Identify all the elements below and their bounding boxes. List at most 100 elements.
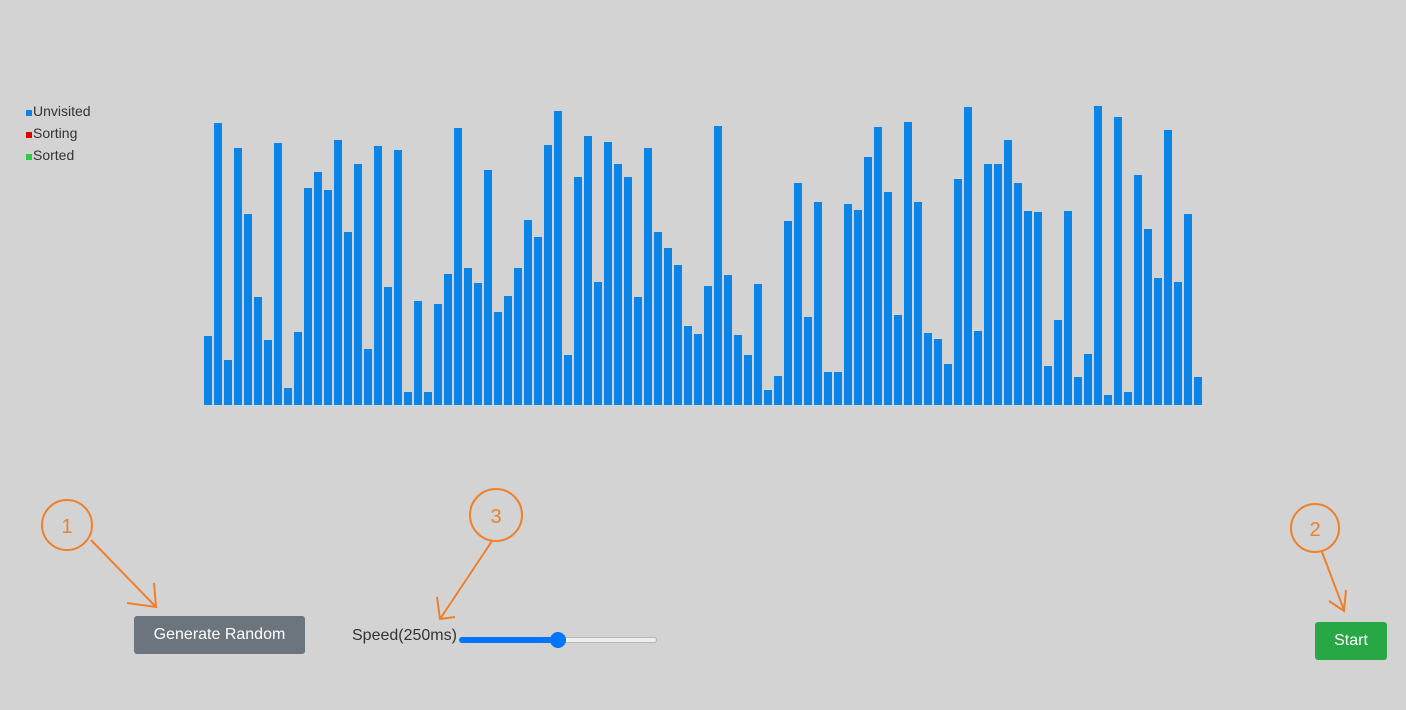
annotation-arrow-2 (1321, 551, 1345, 611)
bar-90 (1104, 395, 1112, 405)
speed-slider-fill (458, 637, 558, 643)
bar-13 (334, 140, 342, 405)
bar-12 (324, 190, 332, 405)
bar-48 (684, 326, 692, 405)
bar-73 (934, 339, 942, 405)
annotation-arrowhead-3 (436, 596, 456, 621)
annotation-circle-1 (41, 499, 93, 551)
bar-16 (364, 349, 372, 405)
speed-label: Speed(250ms) (352, 627, 457, 644)
speed-slider-thumb[interactable] (549, 632, 566, 648)
annotation-arrow-1 (90, 539, 156, 607)
bar-49 (694, 334, 702, 405)
bar-98 (1184, 214, 1192, 405)
bar-47 (674, 265, 682, 405)
bar-84 (1044, 366, 1052, 405)
bar-86 (1064, 211, 1072, 405)
bar-77 (974, 331, 982, 405)
bar-9 (294, 332, 302, 405)
bar-76 (964, 107, 972, 405)
bar-97 (1174, 282, 1182, 405)
bar-59 (794, 183, 802, 405)
bar-11 (314, 172, 322, 405)
bar-63 (834, 372, 842, 405)
annotation-circle-3 (469, 488, 523, 542)
bar-64 (844, 204, 852, 405)
bar-53 (734, 335, 742, 405)
bar-80 (1004, 140, 1012, 405)
generate-random-button[interactable]: Generate Random (134, 616, 305, 654)
bar-78 (984, 164, 992, 405)
bar-4 (244, 214, 252, 405)
bar-54 (744, 355, 752, 405)
bar-71 (914, 202, 922, 405)
bar-39 (594, 282, 602, 405)
bar-44 (644, 148, 652, 405)
bar-96 (1164, 130, 1172, 405)
bar-46 (664, 248, 672, 405)
speed-slider[interactable] (458, 632, 657, 648)
annotation-2: 2 (1290, 503, 1347, 613)
bar-7 (274, 143, 282, 405)
bar-17 (374, 146, 382, 405)
legend-item-unvisited: Unvisited (26, 100, 91, 122)
bar-32 (524, 220, 532, 405)
bar-chart (204, 106, 1202, 405)
legend-label-sorting: Sorting (33, 125, 78, 141)
start-button[interactable]: Start (1315, 622, 1387, 660)
bar-36 (564, 355, 572, 405)
legend: Unvisited Sorting Sorted (26, 100, 91, 166)
bar-5 (254, 297, 262, 405)
bar-2 (224, 360, 232, 405)
legend-item-sorting: Sorting (26, 122, 91, 144)
bar-42 (624, 177, 632, 405)
bar-82 (1024, 211, 1032, 405)
annotation-arrowhead-2 (1328, 589, 1347, 613)
bar-26 (464, 268, 472, 405)
bar-81 (1014, 183, 1022, 405)
speed-control: Speed(250ms) (352, 624, 657, 648)
legend-label-sorted: Sorted (33, 147, 75, 163)
bar-30 (504, 296, 512, 405)
bar-45 (654, 232, 662, 405)
bar-83 (1034, 212, 1042, 405)
bar-58 (784, 221, 792, 405)
bar-29 (494, 312, 502, 405)
legend-swatch-sorted (26, 153, 32, 160)
bar-43 (634, 297, 642, 405)
bar-25 (454, 128, 462, 405)
bar-62 (824, 372, 832, 405)
annotation-label-3: 3 (490, 506, 501, 528)
bar-70 (904, 122, 912, 405)
bar-38 (584, 136, 592, 405)
annotation-circle-2 (1290, 503, 1340, 553)
annotation-1: 1 (41, 499, 158, 609)
bar-56 (764, 390, 772, 405)
bar-41 (614, 164, 622, 405)
annotation-label-2: 2 (1309, 519, 1320, 541)
bar-93 (1134, 175, 1142, 405)
bar-19 (394, 150, 402, 405)
bar-55 (754, 284, 762, 405)
bar-87 (1074, 377, 1082, 405)
bar-23 (434, 304, 442, 405)
bar-60 (804, 317, 812, 405)
bar-94 (1144, 229, 1152, 405)
bar-61 (814, 202, 822, 405)
bar-10 (304, 188, 312, 405)
bar-28 (484, 170, 492, 405)
bar-33 (534, 237, 542, 405)
annotation-arrowhead-1 (126, 582, 158, 609)
bar-79 (994, 164, 1002, 405)
bar-51 (714, 126, 722, 405)
bar-95 (1154, 278, 1162, 405)
bar-40 (604, 142, 612, 405)
bar-57 (774, 376, 782, 405)
bar-72 (924, 333, 932, 405)
legend-swatch-sorting (26, 131, 32, 138)
bar-91 (1114, 117, 1122, 405)
annotation-3: 3 (436, 488, 523, 621)
bar-99 (1194, 377, 1202, 405)
legend-item-sorted: Sorted (26, 144, 91, 166)
bar-50 (704, 286, 712, 405)
